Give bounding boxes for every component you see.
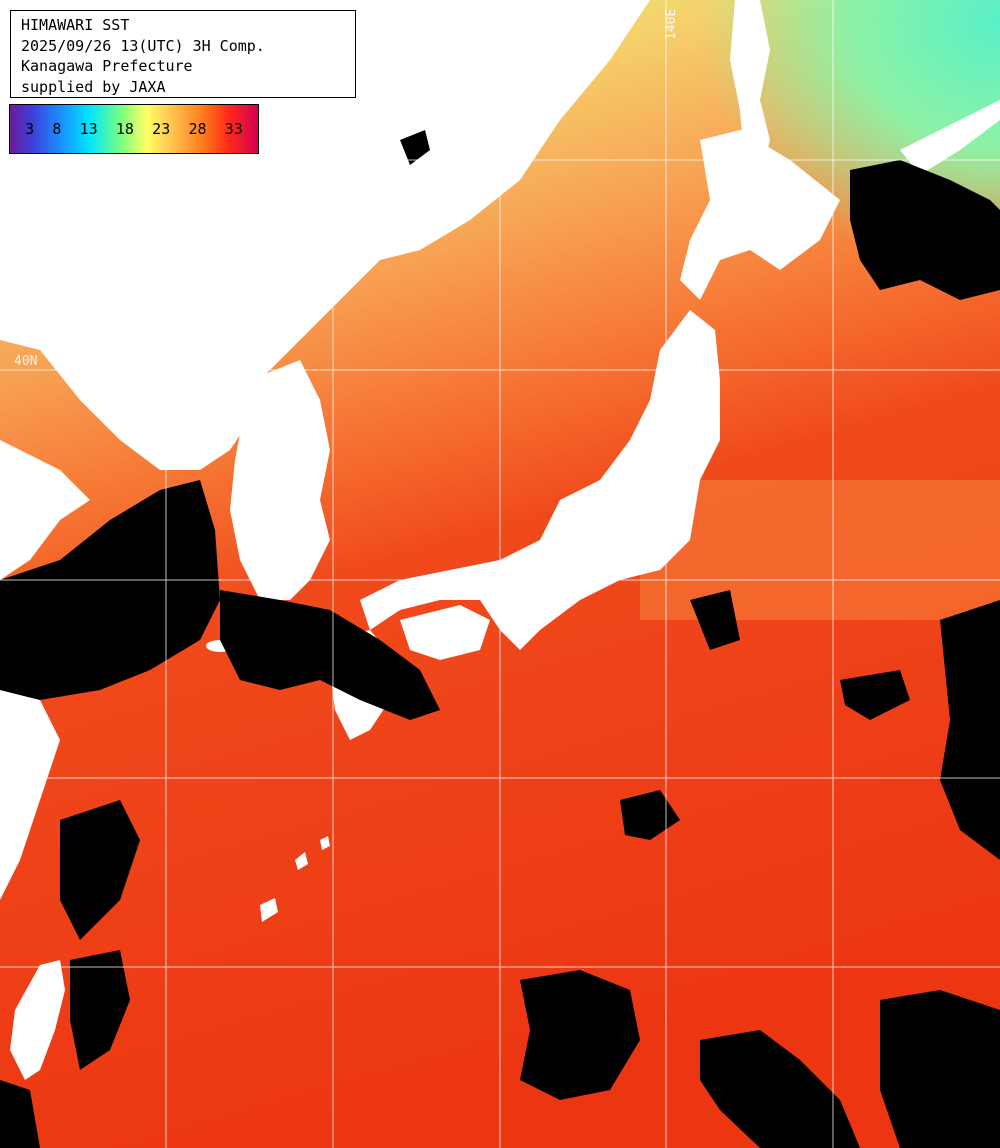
cloud-mid-east xyxy=(840,670,910,720)
cloud-east-china-sea xyxy=(0,480,220,700)
map-source: supplied by JAXA xyxy=(21,77,166,96)
kuril-islands xyxy=(900,100,1000,175)
map-timestamp: 2025/09/26 13(UTC) 3H Comp. xyxy=(21,36,265,55)
cloud-sw-corner xyxy=(0,1080,40,1148)
ryukyu-small xyxy=(320,836,330,850)
cloud-west-taiwan xyxy=(70,950,130,1070)
cloud-korea-strait xyxy=(220,590,440,720)
map-title: HIMAWARI SST xyxy=(21,16,130,34)
lon-label-140e: 140E xyxy=(664,8,679,40)
map-region: Kanagawa Prefecture xyxy=(21,57,193,75)
cloud-south-1 xyxy=(520,970,640,1100)
amami xyxy=(295,852,308,870)
china-coast xyxy=(0,440,90,580)
cloud-mid-1 xyxy=(620,790,680,840)
cloud-east-1 xyxy=(940,600,1000,860)
lat-label-30n: 30N xyxy=(22,760,46,775)
colorbar-tick-13: 13 xyxy=(79,120,98,138)
cloud-coast-china xyxy=(60,800,140,940)
colorbar-tick-18: 18 xyxy=(115,120,134,138)
temperature-colorbar: 3 8 13 18 23 28 33 xyxy=(9,104,259,154)
cloud-south-2 xyxy=(700,1030,860,1148)
kuroshio-extension-area xyxy=(640,480,1000,620)
okinawa xyxy=(260,898,278,922)
colorbar-tick-28: 28 xyxy=(188,120,207,138)
cloud-south-3 xyxy=(880,990,1000,1148)
china-coast-south xyxy=(0,690,60,900)
cloud-mid-2 xyxy=(690,590,740,650)
shikoku xyxy=(400,605,490,660)
taiwan xyxy=(10,960,65,1080)
colorbar-tick-3: 3 xyxy=(25,120,35,138)
colorbar-tick-8: 8 xyxy=(52,120,62,138)
cloud-north-1 xyxy=(400,130,430,165)
colorbar-tick-33: 33 xyxy=(224,120,243,138)
hokkaido xyxy=(680,130,840,300)
korean-peninsula xyxy=(230,360,330,600)
lat-label-40n: 40N xyxy=(14,354,38,369)
colorbar-tick-23: 23 xyxy=(152,120,171,138)
cloud-ne-pacific xyxy=(850,160,1000,300)
sakhalin xyxy=(730,0,770,180)
honshu xyxy=(360,310,720,650)
cloud-masks xyxy=(0,130,1000,1148)
map-info-box: HIMAWARI SST 2025/09/26 13(UTC) 3H Comp.… xyxy=(10,10,356,98)
